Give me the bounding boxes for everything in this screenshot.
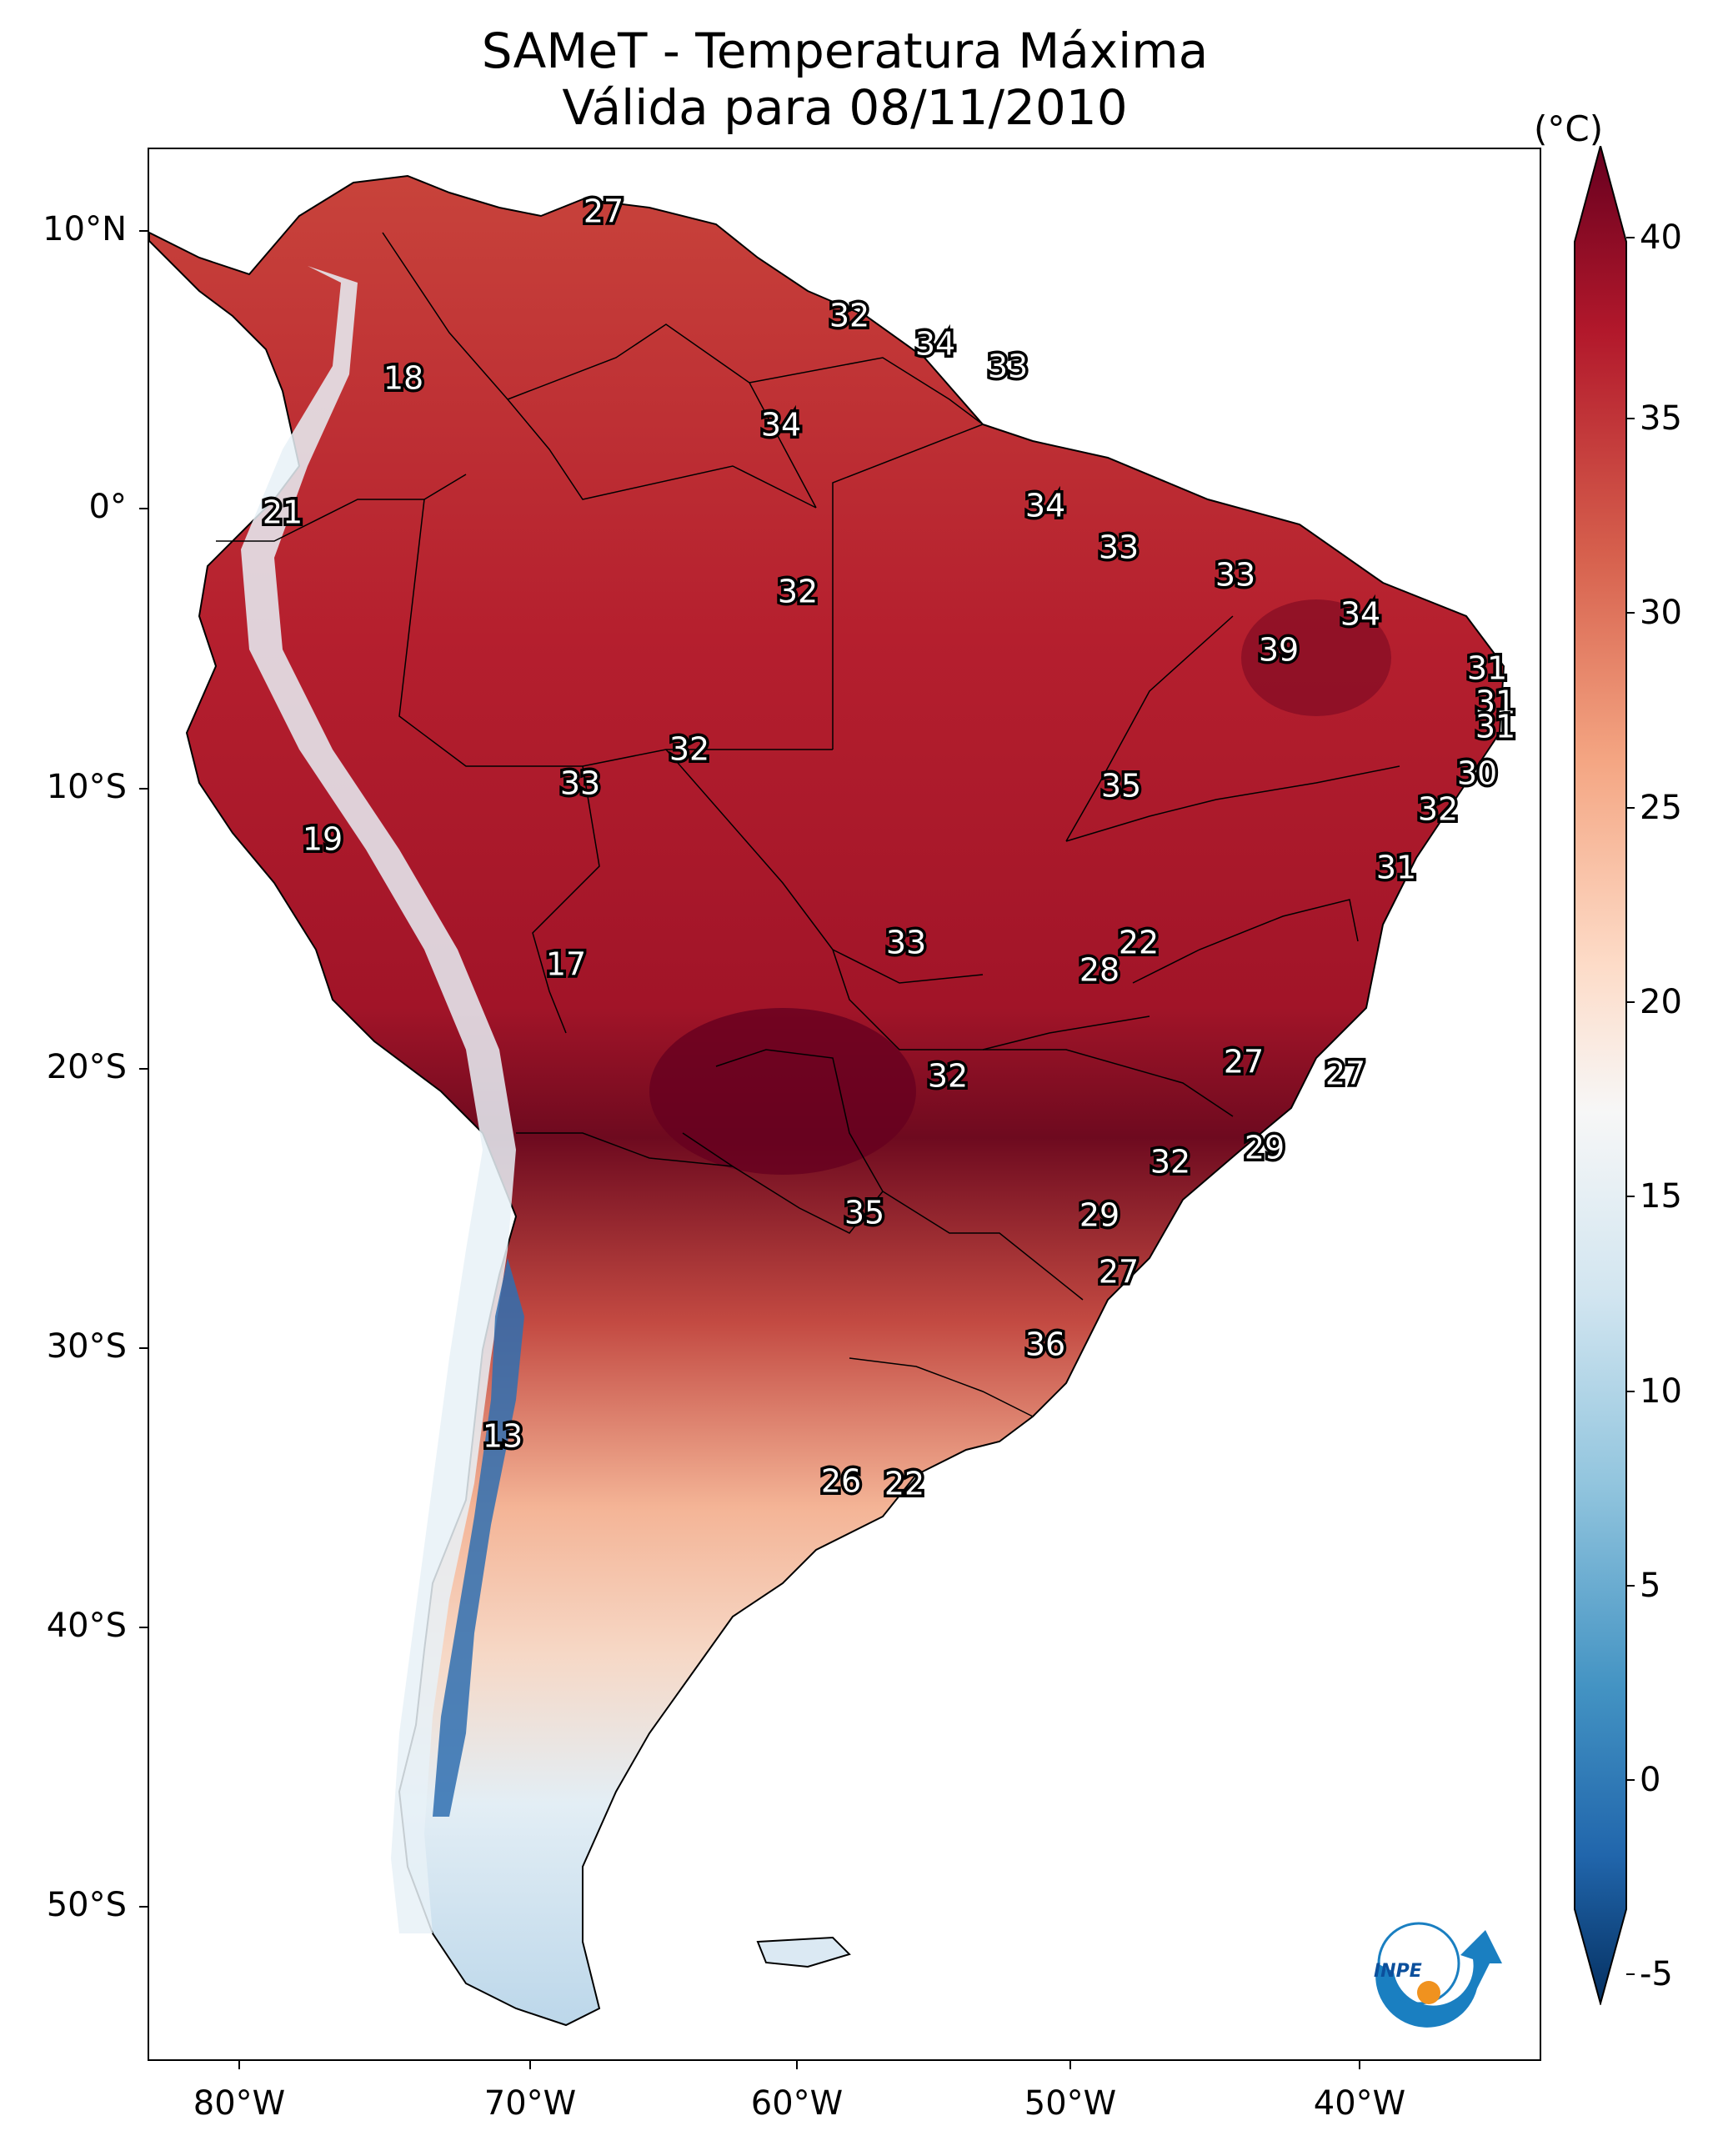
temp-label: 22 <box>1119 925 1159 961</box>
y-tick-label: 10°N <box>43 210 127 248</box>
temp-label: 33 <box>1215 557 1255 594</box>
y-tick-mark <box>139 508 148 509</box>
temp-label: 34 <box>1025 488 1065 524</box>
temp-label: 18 <box>383 360 423 397</box>
colorbar-tick-mark <box>1626 237 1635 238</box>
temp-label: 33 <box>988 348 1028 385</box>
y-tick-label: 20°S <box>46 1048 127 1086</box>
temp-label: 27 <box>1325 1055 1365 1092</box>
y-tick-mark <box>139 1906 148 1908</box>
temp-label: 30 <box>1457 755 1497 792</box>
map-subtitle: Válida para 08/11/2010 <box>562 79 1128 136</box>
y-tick-mark <box>139 1627 148 1628</box>
temp-label: 27 <box>1224 1044 1264 1081</box>
temp-label: 26 <box>821 1463 861 1500</box>
temp-label: 29 <box>1079 1197 1119 1234</box>
falkland-islands <box>756 1936 851 1968</box>
colorbar-tick-mark <box>1626 1196 1635 1197</box>
y-tick-label: 30°S <box>46 1327 127 1366</box>
colorbar-tick-mark <box>1626 1391 1635 1392</box>
temp-label: 31 <box>1475 709 1515 745</box>
x-tick-label: 50°W <box>1024 2084 1117 2123</box>
colorbar-tick-mark <box>1626 1973 1635 1975</box>
y-tick-label: 50°S <box>46 1886 127 1924</box>
temp-label: 35 <box>1101 768 1141 805</box>
y-tick-mark <box>139 788 148 790</box>
temp-label: 34 <box>1340 596 1380 633</box>
temperature-labels: 27 18 32 34 33 34 21 34 33 32 33 34 39 3… <box>259 190 1518 1505</box>
x-tick-label: 70°W <box>483 2084 577 2123</box>
temp-label: 21 <box>263 494 303 531</box>
colorbar-body <box>1574 146 1627 2005</box>
temp-label: 31 <box>1475 684 1515 721</box>
temp-label: 39 <box>1259 632 1299 669</box>
x-tick-mark <box>1359 2061 1360 2069</box>
temp-label: 34 <box>761 407 801 444</box>
x-tick-mark <box>796 2061 798 2069</box>
temp-label: 27 <box>584 193 624 230</box>
hot-spot-chaco <box>649 1008 916 1175</box>
x-tick-mark <box>1069 2061 1071 2069</box>
temp-label: 19 <box>303 821 343 858</box>
map-area[interactable]: 27 18 32 34 33 34 21 34 33 32 33 34 39 3… <box>148 148 1541 2061</box>
x-tick-label: 80°W <box>193 2084 286 2123</box>
x-tick-mark <box>238 2061 240 2069</box>
colorbar-tick-label: 30 <box>1640 594 1682 632</box>
andes-cold-core <box>433 1258 524 1817</box>
temp-label: 32 <box>1418 791 1458 828</box>
temp-label: 27 <box>1099 1254 1139 1291</box>
y-tick-label: 10°S <box>46 768 127 806</box>
temp-label: 31 <box>1376 850 1416 886</box>
colorbar-tick-label: 40 <box>1640 218 1682 257</box>
colorbar-tick-label: -5 <box>1640 1955 1673 1993</box>
temp-label: 22 <box>884 1466 924 1502</box>
temp-label: 33 <box>1099 529 1139 566</box>
temp-label: 35 <box>844 1195 884 1231</box>
temp-label: 31 <box>1467 650 1507 687</box>
y-tick-mark <box>139 230 148 232</box>
inpe-logo-text: INPE <box>1374 1961 1422 1982</box>
temp-label: 33 <box>560 765 600 802</box>
y-tick-mark <box>139 1347 148 1349</box>
colorbar-tick-mark <box>1626 1585 1635 1587</box>
temp-label: 32 <box>669 731 709 768</box>
andes-cool-band <box>241 266 516 1933</box>
colorbar-tick-label: 10 <box>1640 1372 1682 1411</box>
temp-label: 13 <box>483 1418 523 1455</box>
map-title: SAMeT - Temperatura Máxima <box>481 23 1209 79</box>
colorbar-tick-mark <box>1626 1001 1635 1003</box>
colorbar-tick-label: 20 <box>1640 983 1682 1021</box>
country-borders <box>216 232 1400 1417</box>
colorbar-tick-label: 35 <box>1640 399 1682 438</box>
y-tick-mark <box>139 1068 148 1070</box>
colorbar-tick-label: 15 <box>1640 1177 1682 1216</box>
colorbar <box>1574 146 1627 2005</box>
x-tick-mark <box>529 2061 531 2069</box>
colorbar-tick-mark <box>1626 807 1635 809</box>
temp-label: 32 <box>829 298 869 334</box>
temp-label: 32 <box>1150 1144 1190 1181</box>
colorbar-tick-mark <box>1626 1779 1635 1781</box>
temp-label: 32 <box>928 1058 968 1095</box>
map-svg: 27 18 32 34 33 34 21 34 33 32 33 34 39 3… <box>149 174 1519 2027</box>
temp-label: 34 <box>915 326 955 363</box>
hot-spot-northeast <box>1241 599 1391 716</box>
temp-label: 28 <box>1079 952 1119 989</box>
x-tick-label: 40°W <box>1313 2084 1406 2123</box>
colorbar-tick-mark <box>1626 612 1635 614</box>
temp-label: 32 <box>778 574 818 610</box>
colorbar-tick-label: 5 <box>1640 1567 1661 1605</box>
temp-label: 33 <box>886 925 926 961</box>
temp-label: 36 <box>1025 1326 1065 1363</box>
colorbar-tick-mark <box>1626 418 1635 419</box>
y-tick-label: 40°S <box>46 1607 127 1645</box>
inpe-logo-icon <box>1375 1922 1502 2028</box>
colorbar-unit: (°C) <box>1534 108 1604 149</box>
colorbar-tick-label: 0 <box>1640 1761 1661 1799</box>
temp-label: 29 <box>1245 1130 1285 1166</box>
x-tick-label: 60°W <box>750 2084 844 2123</box>
y-tick-label: 0° <box>88 488 127 526</box>
temp-label: 17 <box>546 946 586 983</box>
colorbar-tick-label: 25 <box>1640 789 1682 827</box>
